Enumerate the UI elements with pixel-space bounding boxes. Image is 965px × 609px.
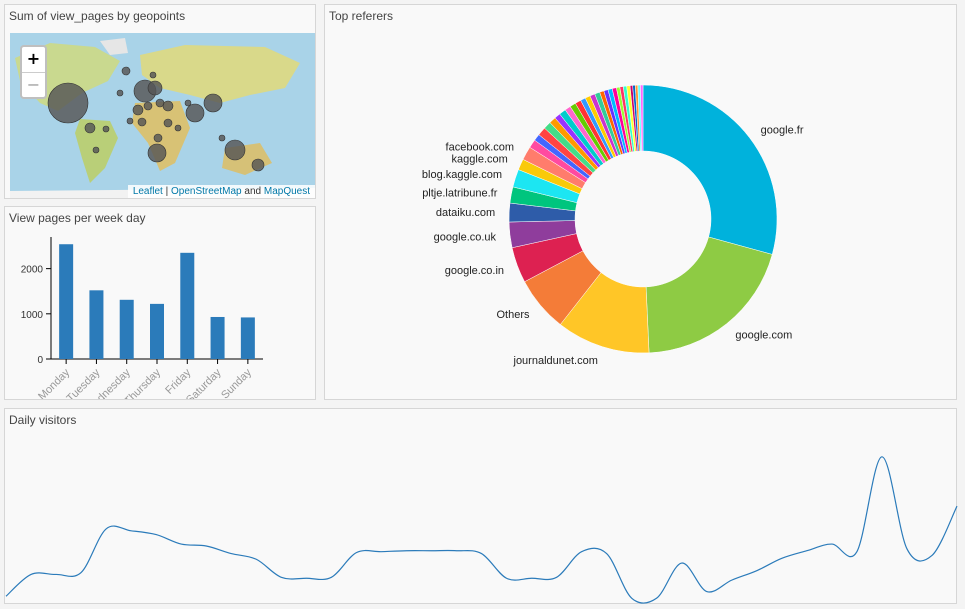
slice-label: Others xyxy=(496,309,530,321)
zoom-in-button[interactable]: + xyxy=(26,49,41,68)
attribution-separator: | xyxy=(162,186,171,197)
geopoint-bubble xyxy=(102,125,110,133)
geopoint-bubble xyxy=(203,93,223,113)
slice-label: pltje.latribune.fr xyxy=(422,187,498,199)
daily-visitors-panel: Daily visitors xyxy=(4,408,958,604)
map-tiles xyxy=(10,38,315,198)
attribution-and: and xyxy=(241,186,264,197)
geopoint-bubble xyxy=(126,117,134,125)
geopoint-bubble xyxy=(162,100,174,112)
weekday-chart-panel: View pages per week day 0 1000 2000 Monday T… xyxy=(4,206,316,400)
panel-title: View pages per week day xyxy=(9,211,146,225)
geopoint-bubble xyxy=(147,143,167,163)
geopoint-bubble xyxy=(184,99,192,107)
x-tick-label: Saturday xyxy=(184,366,224,399)
x-tick-label: Sunday xyxy=(219,366,254,399)
geopoint-bubble xyxy=(185,103,205,123)
openstreetmap-link[interactable]: OpenStreetMap xyxy=(171,186,242,197)
slice-label: google.co.uk xyxy=(434,232,497,244)
slice-label: google.fr xyxy=(761,124,804,136)
geopoint-bubble xyxy=(174,124,182,132)
top-referers-panel: Top referers google.fr google.com journald… xyxy=(324,4,957,400)
geopoint-bubble xyxy=(84,122,96,134)
bar xyxy=(59,244,74,359)
slice-label: journaldunet.com xyxy=(513,355,598,367)
y-tick-label: 1000 xyxy=(21,310,44,321)
panel-title: Top referers xyxy=(329,9,394,23)
bar xyxy=(180,252,195,359)
leaflet-link[interactable]: Leaflet xyxy=(132,186,163,197)
slice-label: google.com xyxy=(735,330,792,342)
map-attribution: Leaflet | OpenStreetMap and MapQuest xyxy=(127,185,315,198)
slice-label: blog.kaggle.com xyxy=(422,169,502,181)
bar xyxy=(150,303,164,359)
geopoints-map-panel: Sum of view_pages by geopoints xyxy=(4,4,316,199)
geopoint-bubble xyxy=(218,134,226,142)
geopoint-bubble xyxy=(149,71,157,79)
daily-visitors-line-chart xyxy=(5,456,958,604)
geopoint-bubbles xyxy=(47,66,265,172)
geopoint-bubble xyxy=(153,133,163,143)
donut-slice xyxy=(640,84,644,152)
eurasia-landmass xyxy=(140,45,300,103)
slice-label: facebook.com xyxy=(446,141,514,153)
slice-label: kaggle.com xyxy=(452,154,508,166)
referers-donut-chart: google.fr google.com journaldunet.com Other… xyxy=(422,84,804,367)
donut-slice xyxy=(642,84,778,255)
geopoint-bubble xyxy=(132,104,144,116)
mapquest-link[interactable]: MapQuest xyxy=(263,186,310,197)
panel-title: Daily visitors xyxy=(9,413,77,427)
greenland-landmass xyxy=(100,38,128,55)
bar xyxy=(240,317,255,359)
slice-label: dataiku.com xyxy=(436,207,495,219)
y-tick-label: 0 xyxy=(37,355,43,366)
geopoint-bubble xyxy=(92,146,100,154)
geopoint-bubble xyxy=(121,66,131,76)
bar xyxy=(119,299,134,359)
world-map[interactable]: + − Leaflet | OpenStreetMap and MapQuest xyxy=(10,33,315,198)
zoom-control: + − xyxy=(20,45,47,99)
panel-title: Sum of view_pages by geopoints xyxy=(9,9,186,23)
geopoint-bubble xyxy=(224,139,246,161)
bar xyxy=(210,316,225,359)
geopoint-bubble xyxy=(137,117,147,127)
y-tick-label: 2000 xyxy=(21,265,44,276)
geopoint-bubble xyxy=(47,82,89,124)
daily-visitors-line xyxy=(5,456,958,604)
geopoint-bubble xyxy=(251,158,265,172)
zoom-out-button[interactable]: − xyxy=(22,72,45,97)
geopoint-bubble xyxy=(163,118,173,128)
donut-slice xyxy=(645,236,773,354)
bar xyxy=(89,290,104,359)
slice-label: google.co.in xyxy=(445,265,504,277)
geopoint-bubble xyxy=(116,89,124,97)
geopoint-bubble xyxy=(147,80,163,96)
geopoint-bubble xyxy=(143,101,153,111)
